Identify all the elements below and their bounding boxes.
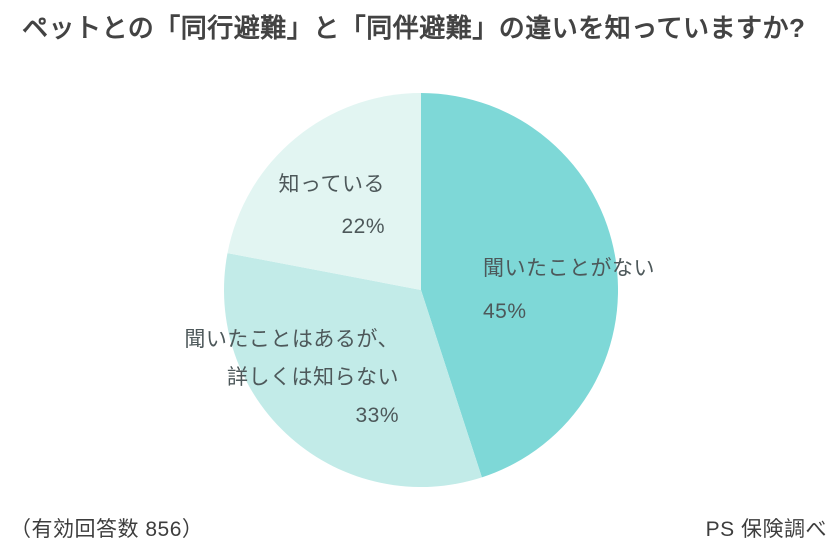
slice-label-never-heard: 聞いたことがない 45% <box>483 247 655 333</box>
pie-slice <box>224 253 482 487</box>
slice-label-text-line1: 聞いたことはあるが、 <box>184 328 399 351</box>
slice-label-text-line2: 詳しくは知らない <box>227 366 399 389</box>
chart-title: ペットとの「同行避難」と「同伴避難」の違いを知っていますか? <box>22 13 806 43</box>
slice-label-known: 知っている 22% <box>135 164 385 248</box>
pie-chart <box>224 93 618 487</box>
slice-percent: 45% <box>483 300 527 323</box>
sample-size-note: （有効回答数 856） <box>10 518 204 541</box>
slice-label-text: 聞いたことがない <box>483 257 655 280</box>
pie-slice <box>421 93 618 478</box>
slice-label-heard-no-detail: 聞いたことはあるが、 詳しくは知らない 33% <box>149 321 399 435</box>
slice-percent: 33% <box>355 404 399 427</box>
source-credit: PS 保険調べ <box>705 518 827 541</box>
slice-label-text: 知っている <box>278 173 385 196</box>
slice-percent: 22% <box>341 215 385 238</box>
pie-slice <box>227 93 421 290</box>
